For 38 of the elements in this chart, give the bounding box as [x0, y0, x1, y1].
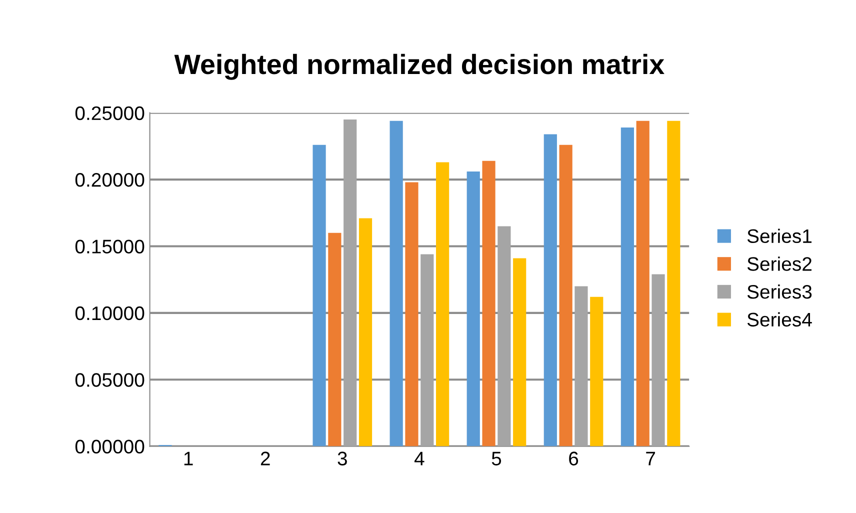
y-tick-label: 0.15000	[75, 240, 144, 254]
bar	[358, 218, 372, 446]
y-tick-label: 0.10000	[75, 306, 144, 320]
bar	[620, 128, 634, 446]
bar	[652, 274, 665, 446]
bar	[544, 134, 557, 446]
x-tick-label: 3	[338, 452, 347, 466]
legend-label: Series4	[747, 312, 812, 327]
bar	[482, 160, 496, 446]
bar	[312, 144, 326, 446]
y-tick-label: 0.25000	[75, 106, 144, 120]
y-tick-label: 0.00000	[75, 440, 144, 454]
bar	[436, 162, 450, 446]
bar	[498, 226, 511, 446]
y-tick-label: 0.05000	[75, 373, 144, 387]
x-tick-label: 1	[184, 452, 193, 466]
legend-label: Series1	[747, 228, 812, 244]
bar	[667, 120, 680, 446]
bar	[590, 296, 604, 446]
legend-label: Series3	[747, 284, 812, 299]
y-tick-label: 0.20000	[75, 173, 144, 187]
x-tick-label: 4	[414, 452, 424, 466]
x-tick-label: 7	[646, 452, 655, 466]
bar	[466, 172, 480, 446]
x-tick-label: 2	[260, 452, 270, 466]
legend-label: Series2	[747, 256, 812, 271]
bar	[344, 120, 357, 446]
chart-title: Weighted normalized decision matrix	[174, 54, 664, 80]
x-tick-label: 6	[569, 452, 578, 466]
bar	[559, 144, 572, 446]
bar	[574, 286, 588, 446]
bar	[636, 120, 650, 446]
x-tick-label: 5	[492, 452, 502, 466]
bar	[405, 182, 418, 446]
bar	[420, 254, 434, 446]
bar	[390, 120, 403, 446]
bar	[328, 232, 342, 446]
bar	[513, 258, 526, 446]
